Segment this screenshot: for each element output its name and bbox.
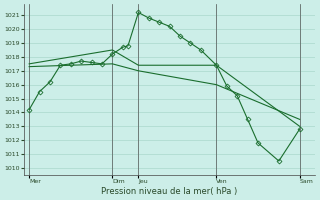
X-axis label: Pression niveau de la mer( hPa ): Pression niveau de la mer( hPa ) xyxy=(101,187,238,196)
